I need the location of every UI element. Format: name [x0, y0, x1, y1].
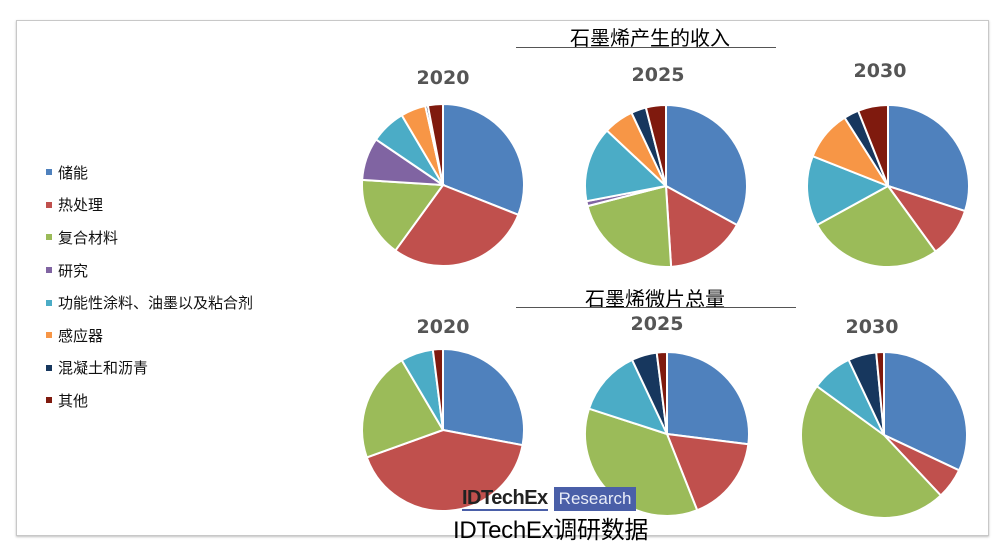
pie-slice — [800, 384, 943, 519]
pie-chart-revenue-2020 — [361, 103, 525, 267]
pie-year-label: 2030 — [853, 60, 907, 82]
pie-slice — [442, 348, 525, 447]
pie-slice — [393, 183, 520, 267]
legend-label: 热处理 — [58, 196, 104, 215]
logo-name: IDTechEx — [462, 486, 548, 511]
pie-slice — [361, 358, 445, 459]
revenue-title-rule — [516, 47, 776, 48]
legend-item: 研究 — [46, 254, 253, 287]
source-caption: IDTechEx调研数据 — [453, 517, 649, 544]
legend-swatch — [46, 169, 52, 176]
legend-swatch — [46, 332, 52, 339]
pie-slice — [587, 358, 669, 436]
pie-slice — [365, 428, 524, 512]
pie-slice — [584, 129, 669, 203]
pie-year-label: 2020 — [416, 316, 470, 338]
legend-label: 复合材料 — [58, 228, 119, 247]
pie-chart-revenue-2025 — [584, 104, 748, 268]
pie-slice — [665, 104, 748, 227]
legend-swatch — [46, 201, 52, 208]
legend-label: 功能性涂料、油墨以及粘合剂 — [58, 294, 254, 313]
pie-slice — [856, 104, 889, 187]
legend: 储能 热处理 复合材料 研究 功能性涂料、油墨以及粘合剂 感应器 混凝土和沥青 … — [46, 156, 253, 417]
legend-swatch — [46, 267, 52, 274]
idtechex-logo: IDTechEx Research — [462, 486, 637, 511]
legend-item: 混凝土和沥青 — [46, 352, 253, 385]
revenue-section-title: 石墨烯产生的收入 — [570, 26, 730, 50]
legend-swatch — [46, 397, 52, 404]
pie-slice — [442, 103, 525, 217]
pie-slice — [887, 104, 970, 213]
logo-badge: Research — [553, 487, 637, 511]
pie-slice — [883, 351, 968, 472]
pie-slice — [875, 351, 885, 436]
legend-label: 研究 — [58, 261, 89, 280]
pie-slice — [806, 154, 891, 227]
volume-title-rule — [516, 307, 796, 308]
legend-label: 感应器 — [58, 326, 104, 345]
pie-slice — [644, 104, 667, 187]
pie-year-label: 2025 — [630, 313, 684, 335]
legend-swatch — [46, 299, 52, 306]
pie-slice — [666, 351, 750, 446]
pie-year-label: 2030 — [845, 316, 899, 338]
legend-swatch — [46, 234, 52, 241]
legend-item: 感应器 — [46, 319, 253, 352]
legend-item: 功能性涂料、油墨以及粘合剂 — [46, 286, 253, 319]
pie-chart-volume-2030 — [800, 351, 968, 519]
legend-label: 混凝土和沥青 — [58, 359, 149, 378]
pie-year-label: 2025 — [631, 64, 685, 86]
legend-swatch — [46, 364, 52, 371]
legend-label: 储能 — [58, 163, 89, 182]
legend-label: 其他 — [58, 391, 89, 410]
pie-slice — [815, 184, 938, 268]
legend-item: 热处理 — [46, 189, 253, 222]
pie-chart-revenue-2030 — [806, 104, 970, 268]
pie-slice — [426, 103, 444, 186]
pie-year-label: 2020 — [416, 67, 470, 89]
pie-slice — [361, 178, 445, 252]
legend-item: 储能 — [46, 156, 253, 189]
legend-item: 其他 — [46, 384, 253, 417]
pie-slice — [665, 432, 750, 512]
pie-slice — [431, 348, 444, 431]
pie-slice — [655, 351, 668, 435]
pie-chart-volume-2020 — [361, 348, 525, 512]
pie-slice — [586, 184, 673, 268]
pie-slice — [664, 184, 739, 268]
legend-item: 复合材料 — [46, 221, 253, 254]
